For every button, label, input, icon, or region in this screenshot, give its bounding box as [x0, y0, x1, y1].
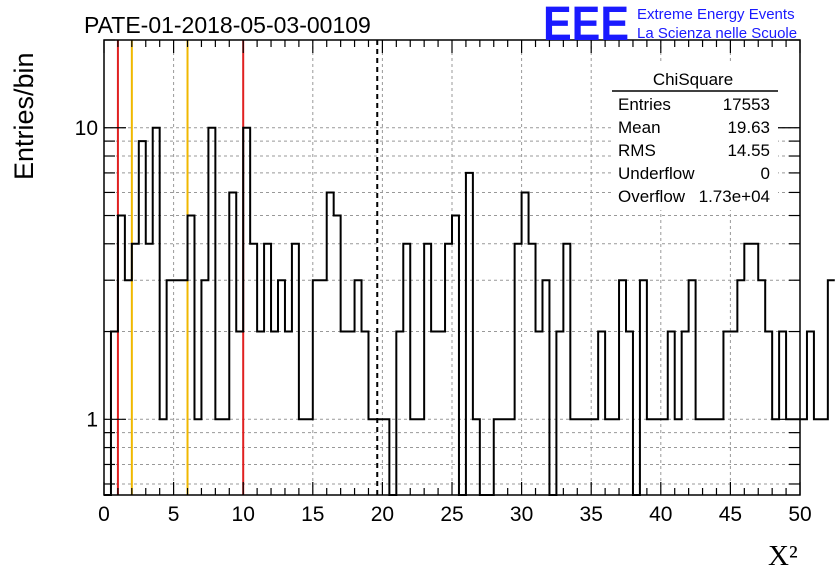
y-tick-label: 1: [86, 408, 98, 431]
x-tick-label: 20: [371, 503, 394, 526]
reference-lines: [116, 40, 379, 495]
stats-value-underflow: 0: [761, 164, 770, 183]
y-axis-label: Entries/bin: [9, 52, 39, 180]
x-tick-label: 0: [98, 503, 110, 526]
stats-label-mean: Mean: [618, 118, 661, 137]
axis-ticks: 0 5 10 15 20 25 30 35 40 45 50 1 10: [75, 39, 812, 526]
logo-line2: La Scienza nelle Scuole: [637, 25, 797, 42]
x-tick-label: 50: [788, 503, 811, 526]
x-tick-label: 25: [440, 503, 463, 526]
y-tick-label: 10: [75, 117, 98, 140]
stats-value-mean: 19.63: [727, 118, 770, 137]
stats-value-entries: 17553: [723, 95, 770, 114]
x-tick-label: 30: [510, 503, 533, 526]
stats-label-rms: RMS: [618, 141, 656, 160]
stats-label-overflow: Overflow: [618, 187, 686, 206]
eee-logo: EEE Extreme Energy Events La Scienza nel…: [543, 0, 797, 51]
stats-title: ChiSquare: [653, 70, 733, 89]
x-tick-label: 10: [232, 503, 255, 526]
x-axis-label: X²: [768, 540, 798, 572]
logo-mark: EEE: [543, 0, 629, 51]
chart-title: PATE-01-2018-05-03-00109: [84, 12, 371, 38]
x-tick-label: 5: [168, 503, 180, 526]
logo-line1: Extreme Energy Events: [637, 6, 795, 23]
x-tick-label: 15: [301, 503, 324, 526]
stats-label-underflow: Underflow: [618, 164, 695, 183]
stats-value-overflow: 1.73e+04: [699, 187, 770, 206]
stats-value-rms: 14.55: [727, 141, 770, 160]
stats-box: ChiSquare Entries 17553 Mean 19.63 RMS 1…: [612, 62, 778, 210]
x-tick-label: 35: [580, 503, 603, 526]
histogram-series: [104, 126, 835, 496]
x-tick-label: 45: [719, 503, 742, 526]
x-tick-label: 40: [649, 503, 672, 526]
stats-label-entries: Entries: [618, 95, 671, 114]
stats-box-bg: [612, 62, 778, 210]
